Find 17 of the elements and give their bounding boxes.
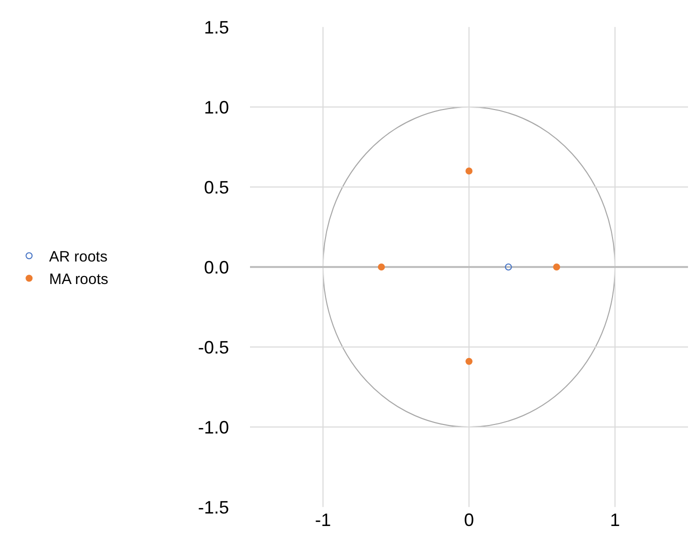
x-tick-label: -1 bbox=[314, 510, 332, 530]
point bbox=[466, 168, 472, 174]
x-tick-label: 1 bbox=[610, 510, 620, 530]
y-tick-label: 0.0 bbox=[204, 257, 229, 278]
point bbox=[378, 264, 385, 270]
legend-label: MA roots bbox=[49, 271, 108, 288]
point bbox=[553, 264, 560, 270]
y-tick-label: -1.5 bbox=[198, 497, 229, 518]
point bbox=[466, 358, 472, 365]
y-tick-label: 1.0 bbox=[204, 97, 229, 118]
y-tick-label: 1.5 bbox=[204, 17, 229, 38]
y-tick-label: -1.0 bbox=[198, 417, 229, 438]
legend-label: AR roots bbox=[49, 248, 108, 266]
y-tick-label: 0.5 bbox=[204, 177, 229, 198]
y-tick-label: -0.5 bbox=[198, 337, 229, 358]
x-tick-label: 0 bbox=[464, 510, 474, 530]
point bbox=[504, 264, 512, 270]
